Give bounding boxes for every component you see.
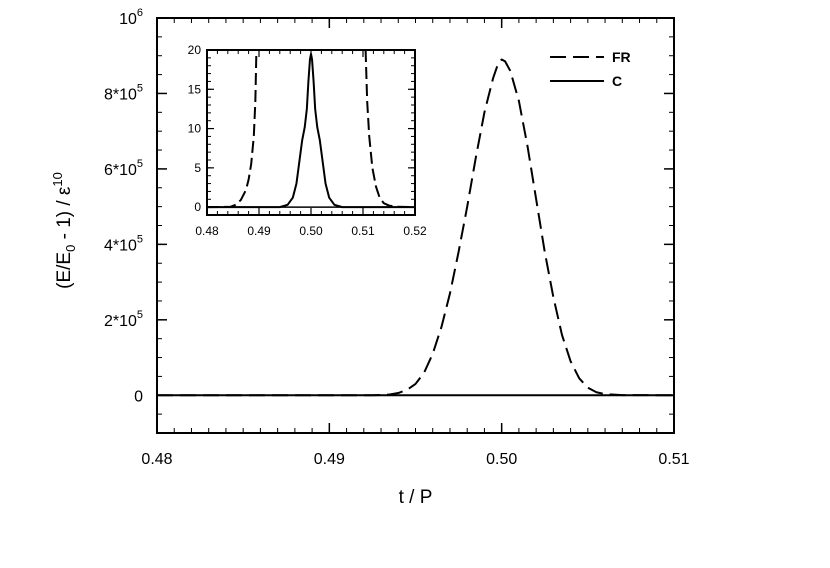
inset-frame — [206, 49, 416, 216]
y-tick-label: 2*105 — [104, 309, 143, 330]
y-axis-label: (E/E0 - 1) / ε10 — [50, 172, 78, 289]
y-tick-label-base: 6*10 — [104, 162, 137, 179]
y-tick-label-exponent: 6 — [137, 7, 143, 19]
y-tick-label: 106 — [119, 7, 143, 28]
y-tick-label: 4*105 — [104, 233, 143, 254]
y-tick-label-base: 10 — [119, 11, 137, 28]
y-axis-label-subscript: 0 — [63, 245, 78, 252]
x-tick-label: 0.51 — [658, 451, 689, 468]
inset-tick-labels: 0.48 0.49 0.50 0.51 0.52 0 5 10 15 20 — [188, 43, 427, 238]
main-plot-frame — [156, 17, 675, 434]
legend-label-c: C — [612, 73, 622, 89]
inset-y-tick-label: 20 — [188, 43, 202, 57]
y-tick-label-exponent: 5 — [137, 82, 143, 94]
inset-y-tick-label: 5 — [194, 161, 201, 175]
y-tick-label-base: 0 — [134, 388, 143, 405]
inset-series-line-fr-1 — [364, 49, 416, 209]
inset-series — [206, 49, 416, 209]
y-tick-label: 8*105 — [104, 82, 143, 103]
inset-y-tick-label: 0 — [194, 200, 201, 214]
inset-series-line-c-0 — [207, 52, 415, 209]
y-tick-label-base: 2*10 — [104, 313, 137, 330]
inset-plot: 0.48 0.49 0.50 0.51 0.52 0 5 10 15 20 — [188, 43, 427, 238]
legend-label-fr: FR — [612, 49, 631, 65]
legend: FR C — [550, 49, 631, 89]
y-axis-label-part-b: - 1) / ε — [54, 186, 75, 245]
main-series — [157, 58, 675, 397]
series-line-fr — [157, 58, 675, 397]
y-tick-label-exponent: 5 — [137, 158, 143, 170]
y-axis-label-part-a: (E/E — [54, 252, 75, 289]
inset-y-tick-label: 15 — [188, 82, 202, 96]
y-tick-label: 6*105 — [104, 158, 143, 179]
inset-series-line-fr-0 — [206, 49, 258, 209]
inset-x-tick-label: 0.52 — [403, 224, 427, 238]
y-tick-label-base: 8*10 — [104, 86, 137, 103]
y-tick-label-exponent: 5 — [137, 233, 143, 245]
y-tick-label-base: 4*10 — [104, 237, 137, 254]
inset-y-tick-label: 10 — [188, 122, 202, 136]
inset-background — [207, 50, 415, 215]
x-tick-label: 0.48 — [141, 451, 172, 468]
y-axis-label-superscript: 10 — [50, 172, 65, 186]
inset-x-tick-label: 0.49 — [247, 224, 271, 238]
inset-x-tick-label: 0.51 — [351, 224, 375, 238]
x-tick-label: 0.50 — [486, 451, 517, 468]
inset-x-tick-label: 0.50 — [299, 224, 323, 238]
x-axis-label: t / P — [399, 487, 433, 508]
y-tick-label-exponent: 5 — [137, 309, 143, 321]
y-tick-label: 0 — [134, 388, 143, 405]
x-tick-label: 0.49 — [314, 451, 345, 468]
inset-x-tick-label: 0.48 — [195, 224, 219, 238]
